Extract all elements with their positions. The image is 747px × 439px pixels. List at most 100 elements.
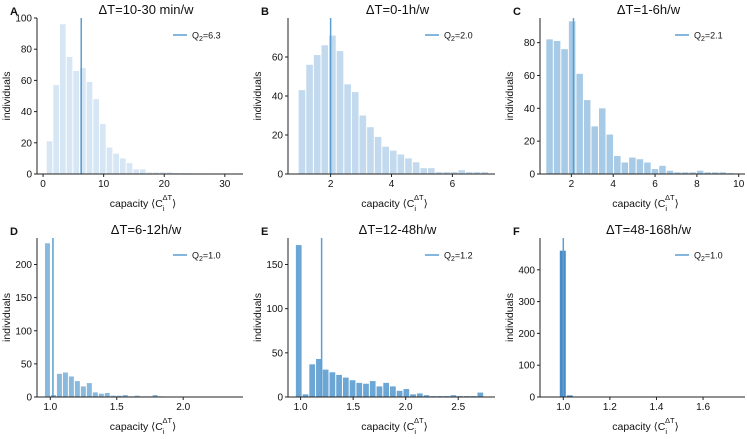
y-tick-label: 40 bbox=[21, 107, 33, 118]
histogram-bar bbox=[351, 92, 359, 174]
y-tick-label: 0 bbox=[26, 170, 32, 181]
histogram-bar bbox=[367, 127, 374, 174]
legend-subscript: 2 bbox=[451, 36, 455, 43]
panel-letter: F bbox=[513, 226, 520, 238]
legend-q: Q bbox=[192, 251, 199, 261]
legend-label: Q2=1.0 bbox=[192, 251, 221, 264]
y-tick-label: 20 bbox=[524, 137, 536, 148]
x-label-main: capacity ⟨C bbox=[110, 198, 164, 210]
histogram-bar bbox=[397, 154, 405, 174]
y-tick-label: 150 bbox=[15, 293, 32, 304]
y-tick-label: 0 bbox=[529, 170, 535, 181]
histogram-bar bbox=[719, 172, 727, 174]
y-tick-label: 0 bbox=[26, 393, 32, 404]
x-label-superscript: ΔT bbox=[414, 416, 424, 425]
histogram-bar bbox=[321, 45, 329, 174]
y-tick-label: 60 bbox=[21, 76, 33, 87]
y-axis-label: individuals bbox=[252, 71, 264, 120]
histogram-bar bbox=[329, 35, 336, 174]
y-tick-label: 100 bbox=[518, 361, 535, 372]
x-axis-label: capacity ⟨Ci ΔT⟩ bbox=[110, 416, 177, 436]
y-tick-label: 80 bbox=[524, 38, 536, 49]
histogram-bar bbox=[606, 134, 614, 174]
histogram-bar bbox=[369, 381, 376, 397]
legend-q: Q bbox=[694, 251, 701, 261]
histogram-bar bbox=[73, 71, 80, 174]
y-tick-label: 40 bbox=[272, 92, 284, 103]
histogram-bar bbox=[134, 395, 140, 397]
histogram-bar bbox=[363, 383, 369, 397]
panel-d: 1.0 1.5 2.0 0 50 100 150 200 ΔT=6-12h/w D Q2=1.0 in… bbox=[1, 222, 243, 436]
panel-letter: A bbox=[10, 6, 18, 18]
histogram-bar bbox=[629, 157, 636, 174]
histogram-bar bbox=[561, 49, 568, 175]
histogram-bar bbox=[86, 383, 92, 397]
histogram-bar bbox=[689, 172, 696, 174]
histogram-bar bbox=[481, 172, 488, 174]
y-tick-label: 60 bbox=[524, 71, 536, 82]
panel-c: 2 4 6 8 10020406080ΔT=1-6h/wCQ2=2.1individua… bbox=[504, 2, 745, 213]
histogram-bar bbox=[349, 380, 356, 397]
legend-label: Q2=1.0 bbox=[694, 251, 723, 264]
x-tick-label: 1.4 bbox=[650, 402, 664, 413]
histogram-bar bbox=[120, 158, 126, 174]
histogram-bar bbox=[336, 51, 344, 174]
histogram-bar bbox=[56, 373, 62, 397]
histogram-bar bbox=[711, 172, 719, 174]
x-tick-label: 4 bbox=[389, 179, 395, 190]
histogram-bar bbox=[382, 146, 389, 174]
panel-title: ΔT=0-1h/w bbox=[366, 2, 430, 17]
histogram-bar bbox=[389, 150, 397, 174]
histogram-bar bbox=[298, 90, 306, 174]
x-label-subscript: i bbox=[163, 204, 165, 213]
x-axis-label: capacity ⟨Ci ΔT⟩ bbox=[361, 416, 428, 436]
histogram-bar bbox=[66, 57, 73, 174]
x-axis-label: capacity ⟨Ci ΔT⟩ bbox=[110, 193, 177, 213]
y-axis-label: individuals bbox=[252, 293, 264, 342]
panel-title: ΔT=1-6h/w bbox=[617, 2, 681, 17]
histogram-bar bbox=[591, 126, 598, 174]
x-label-main: capacity ⟨C bbox=[361, 198, 415, 210]
histogram-bar bbox=[309, 364, 316, 397]
histogram-bar bbox=[566, 395, 573, 397]
legend-value: =2.1 bbox=[705, 31, 723, 41]
histogram-bar bbox=[86, 81, 93, 174]
y-tick-label: 0 bbox=[277, 393, 283, 404]
legend-subscript: 2 bbox=[451, 256, 455, 263]
histogram-bar bbox=[458, 170, 466, 174]
panel-letter: D bbox=[10, 226, 18, 238]
x-label-superscript: ΔT bbox=[414, 193, 424, 202]
histogram-bar bbox=[104, 393, 110, 397]
histogram-bar bbox=[316, 359, 322, 397]
panel-e: 1.0 1.5 2.0 2.5 0 50 100 150 ΔT=12-48h/w E Q2=1.2 i… bbox=[252, 222, 495, 436]
histogram-bar bbox=[62, 372, 68, 397]
panel-f: 1.0 1.2 1.4 1.6 0 100 200 300 400 ΔT=48-168h/w F Q2… bbox=[504, 222, 745, 436]
histogram-bar bbox=[159, 172, 166, 174]
histogram-bar bbox=[116, 395, 122, 397]
legend-value: =6.3 bbox=[203, 31, 221, 41]
histogram-bar bbox=[477, 392, 484, 397]
x-label-close: ⟩ bbox=[424, 198, 428, 210]
y-tick-label: 0 bbox=[277, 170, 283, 181]
x-tick-label: 30 bbox=[219, 179, 231, 190]
legend-label: Q2=1.2 bbox=[444, 251, 473, 264]
legend-label: Q2=2.0 bbox=[444, 31, 473, 44]
legend-subscript: 2 bbox=[199, 256, 203, 263]
y-tick-label: 200 bbox=[518, 329, 535, 340]
x-label-main: capacity ⟨C bbox=[361, 421, 415, 433]
panel-title: ΔT=12-48h/w bbox=[359, 222, 437, 237]
histogram-bar bbox=[704, 172, 711, 174]
histogram-bar bbox=[344, 84, 351, 174]
y-tick-label: 80 bbox=[21, 45, 33, 56]
y-tick-label: 150 bbox=[266, 260, 283, 271]
histogram-bar bbox=[68, 376, 74, 397]
histogram-bar bbox=[80, 67, 86, 174]
histogram-bar bbox=[60, 24, 66, 174]
histogram-bar bbox=[302, 394, 309, 397]
legend-q: Q bbox=[192, 31, 199, 41]
y-tick-label: 200 bbox=[15, 260, 32, 271]
panel-letter: E bbox=[261, 226, 268, 238]
histogram-bar bbox=[166, 172, 173, 174]
x-tick-label: 2.0 bbox=[176, 402, 190, 413]
